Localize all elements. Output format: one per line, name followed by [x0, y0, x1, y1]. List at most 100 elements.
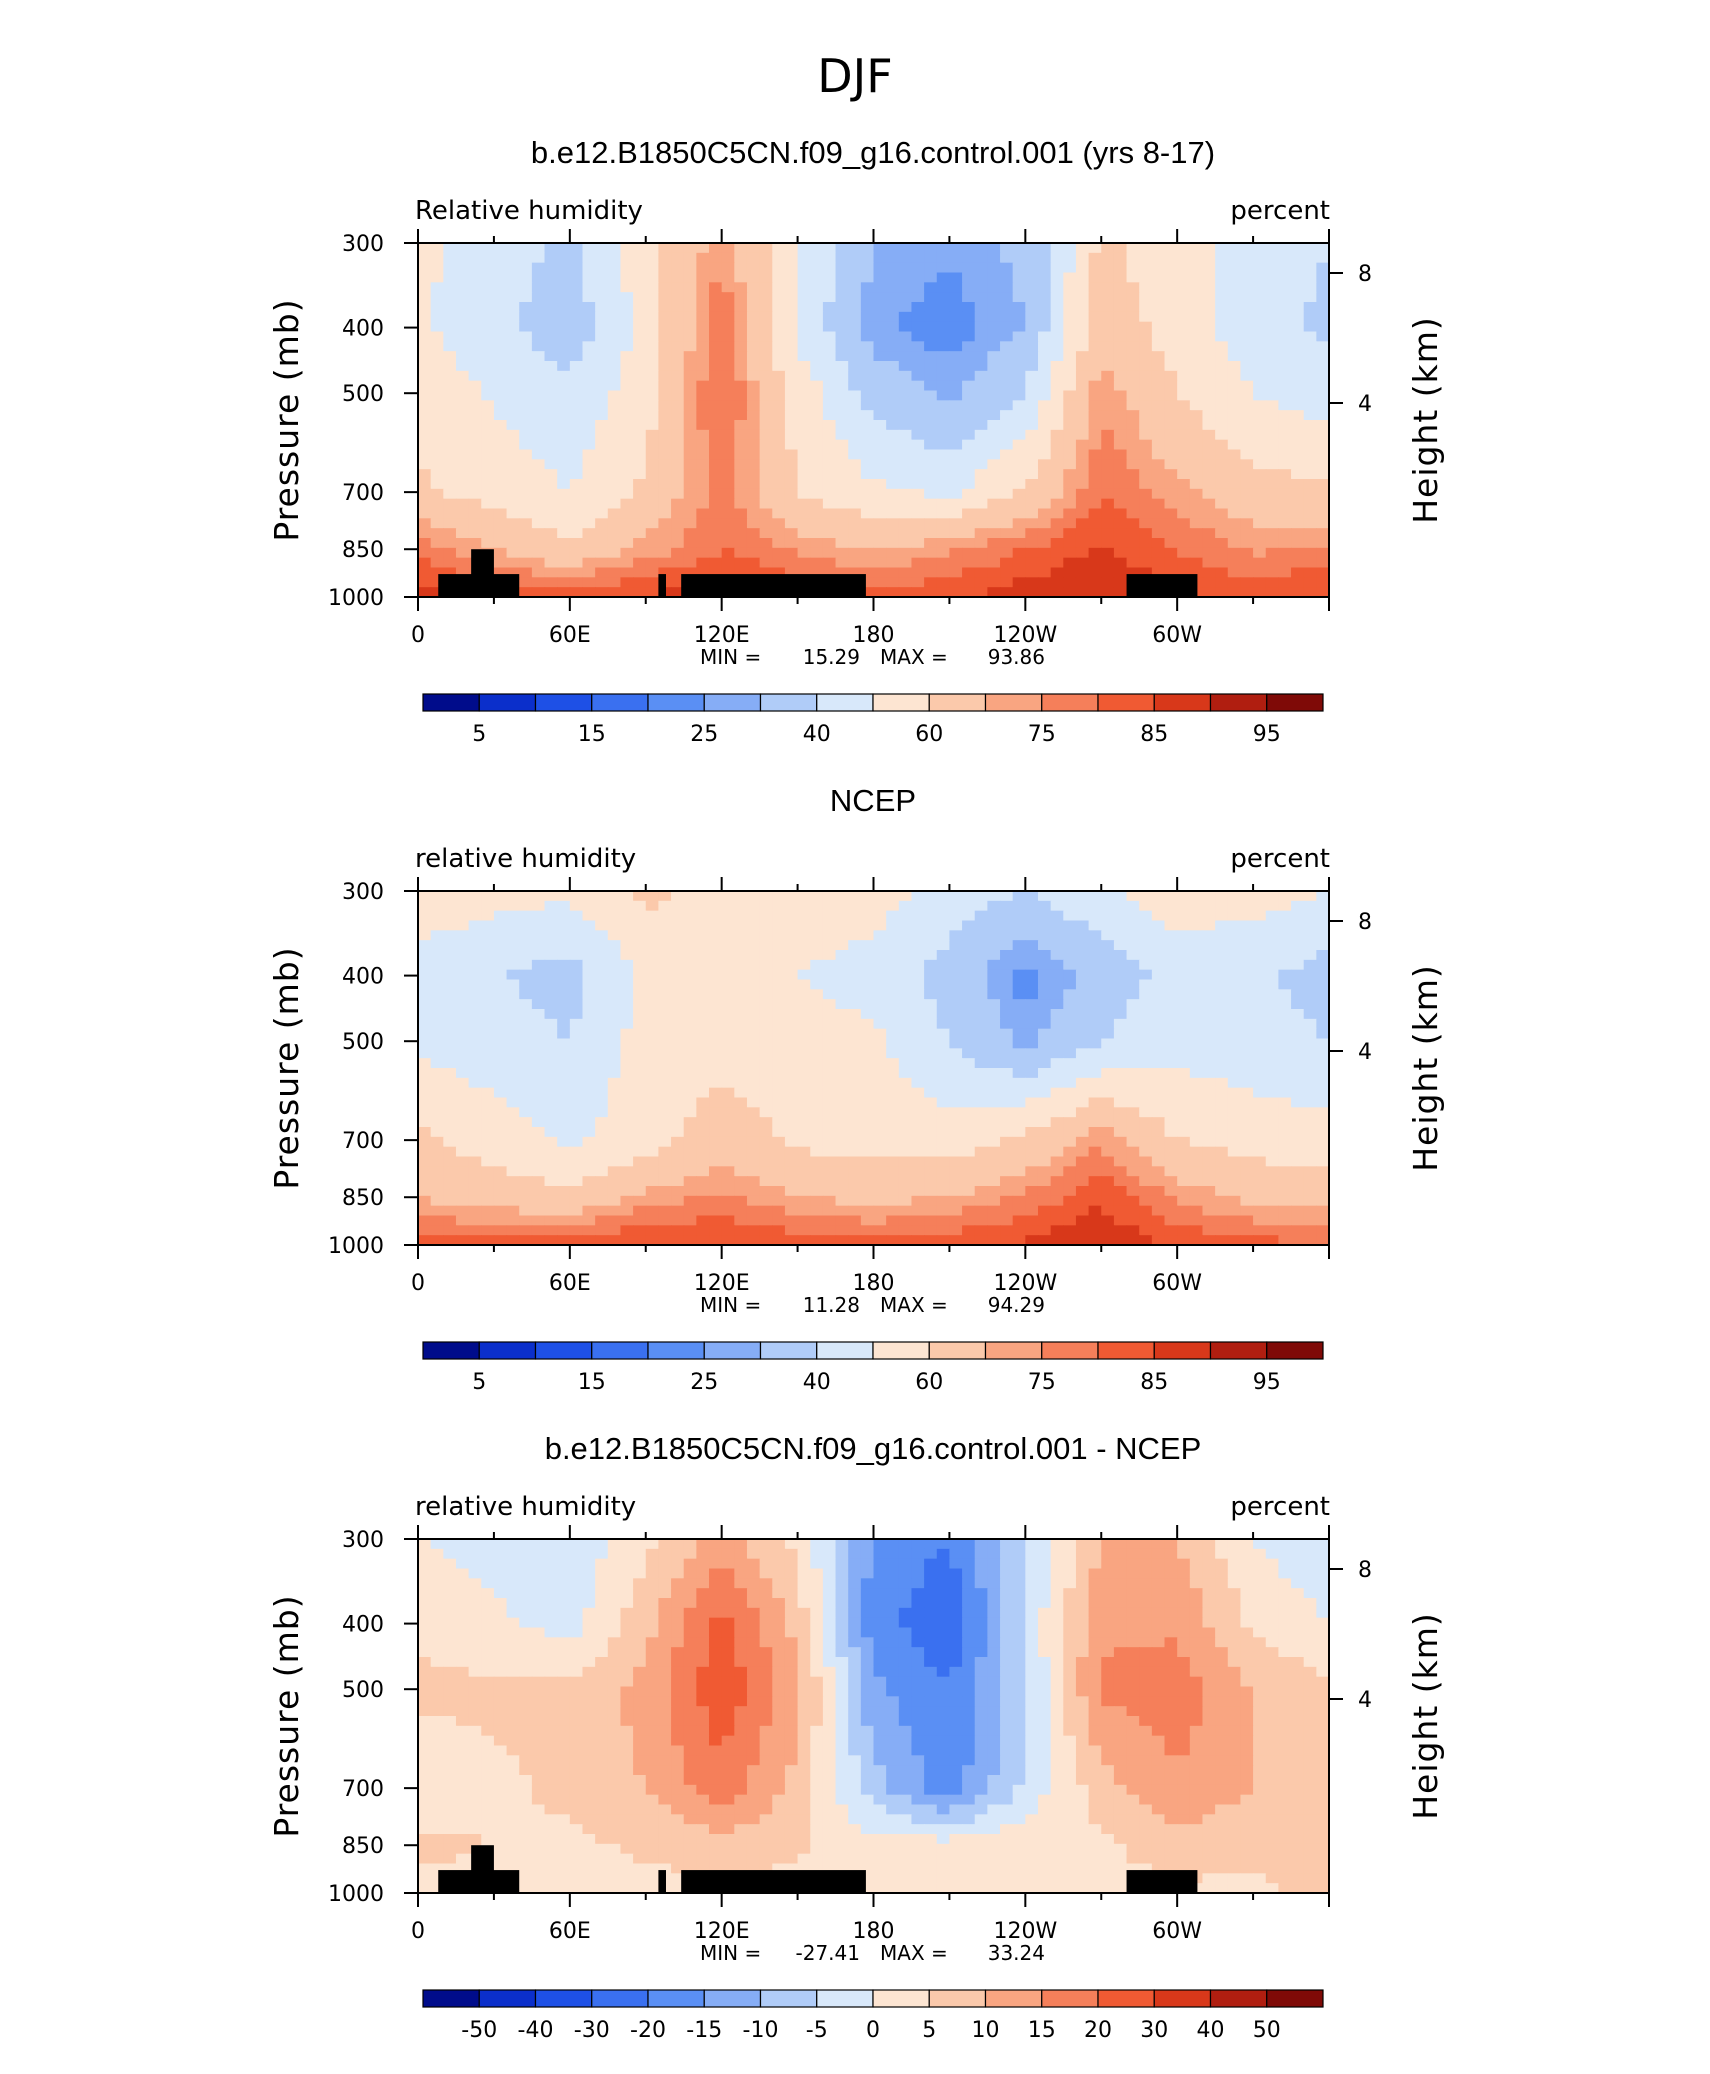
contour-cell	[924, 1038, 938, 1049]
contour-cell	[607, 311, 622, 323]
contour-cell	[974, 439, 988, 451]
contour-cell	[949, 1176, 963, 1187]
contour-cell	[1253, 1195, 1267, 1207]
contour-cell	[1000, 311, 1014, 323]
contour-cell	[582, 1107, 596, 1118]
contour-cell	[531, 959, 546, 971]
contour-cell	[949, 272, 963, 283]
contour-cell	[962, 547, 976, 559]
contour-cell	[455, 1195, 470, 1207]
contour-cell	[1316, 479, 1330, 490]
contour-cell	[1215, 1156, 1229, 1167]
contour-cell	[506, 302, 520, 313]
contour-cell	[987, 508, 1001, 519]
contour-cell	[582, 1166, 596, 1177]
contour-cell	[1265, 1068, 1279, 1079]
contour-cell	[835, 341, 849, 352]
contour-cell	[1063, 1009, 1077, 1020]
contour-cell	[645, 587, 659, 598]
contour-cell	[1189, 518, 1204, 529]
contour-cell	[1227, 1009, 1242, 1020]
contour-cell	[671, 1166, 685, 1177]
contour-cell	[1265, 959, 1279, 971]
contour-cell	[835, 252, 849, 264]
contour-cell	[1316, 891, 1330, 902]
contour-cell	[911, 410, 925, 421]
contour-cell	[898, 1136, 913, 1148]
contour-cell	[1025, 999, 1039, 1010]
contour-cell	[1240, 1028, 1254, 1040]
contour-cell	[734, 282, 748, 293]
contour-cell	[1189, 547, 1204, 559]
contour-cell	[797, 262, 811, 274]
contour-cell	[709, 262, 723, 274]
contour-cell	[1303, 1156, 1317, 1167]
contour-cell	[493, 361, 508, 372]
contour-cell	[746, 1038, 761, 1049]
contour-cell	[1215, 950, 1229, 961]
contour-cell	[1000, 1156, 1014, 1167]
contour-cell	[936, 380, 951, 392]
contour-cell	[1075, 1117, 1090, 1128]
contour-cell	[1063, 262, 1077, 274]
contour-cell	[886, 950, 900, 961]
contour-cell	[848, 547, 862, 559]
contour-cell	[607, 999, 622, 1010]
contour-cell	[683, 429, 697, 441]
contour-cell	[898, 410, 913, 421]
contour-cell	[506, 429, 520, 441]
contour-cell	[582, 950, 596, 961]
contour-cell	[468, 282, 482, 293]
contour-cell	[797, 1166, 811, 1177]
contour-cell	[886, 518, 900, 529]
contour-cell	[1025, 1077, 1039, 1089]
contour-cell	[645, 1166, 659, 1177]
contour-cell	[430, 321, 444, 333]
contour-cell	[822, 920, 837, 931]
contour-cell	[557, 1117, 571, 1128]
contour-cell	[1253, 1127, 1267, 1138]
contour-cell	[418, 469, 432, 480]
contour-cell	[962, 1087, 976, 1099]
contour-cell	[1037, 1058, 1052, 1069]
contour-cell	[1025, 459, 1039, 470]
contour-cell	[519, 1028, 533, 1040]
contour-cell	[671, 940, 685, 951]
contour-cell	[1088, 331, 1102, 342]
contour-cell	[746, 518, 761, 529]
contour-cell	[493, 1077, 508, 1089]
contour-cell	[772, 380, 786, 392]
contour-cell	[1037, 1087, 1052, 1099]
contour-cell	[924, 999, 938, 1010]
contour-cell	[633, 252, 647, 264]
contour-cell	[936, 900, 951, 912]
contour-cell	[772, 1097, 786, 1108]
contour-cell	[987, 390, 1001, 401]
contour-cell	[506, 528, 520, 539]
contour-cell	[620, 459, 634, 470]
contour-cell	[1253, 1156, 1267, 1167]
contour-cell	[1202, 1018, 1216, 1030]
contour-cell	[418, 979, 432, 990]
contour-cell	[1063, 1195, 1077, 1207]
contour-cell	[949, 282, 963, 293]
contour-cell	[1151, 538, 1166, 549]
contour-cell	[772, 518, 786, 529]
contour-cell	[784, 557, 799, 569]
contour-cell	[974, 341, 988, 352]
contour-cell	[1101, 959, 1115, 971]
contour-cell	[443, 567, 457, 578]
contour-cell	[658, 1195, 672, 1207]
contour-cell	[1265, 420, 1279, 431]
contour-cell	[835, 469, 849, 480]
contour-cell	[1291, 989, 1305, 1000]
contour-cell	[1037, 341, 1052, 352]
contour-cell	[493, 891, 508, 902]
contour-cell	[582, 272, 596, 283]
contour-cell	[607, 410, 622, 421]
contour-cell	[962, 252, 976, 264]
contour-cell	[1025, 920, 1039, 931]
contour-cell	[582, 528, 596, 539]
contour-cell	[974, 243, 988, 254]
colorbar: 5 15 25 40 60 75 85 95	[422, 693, 1324, 747]
